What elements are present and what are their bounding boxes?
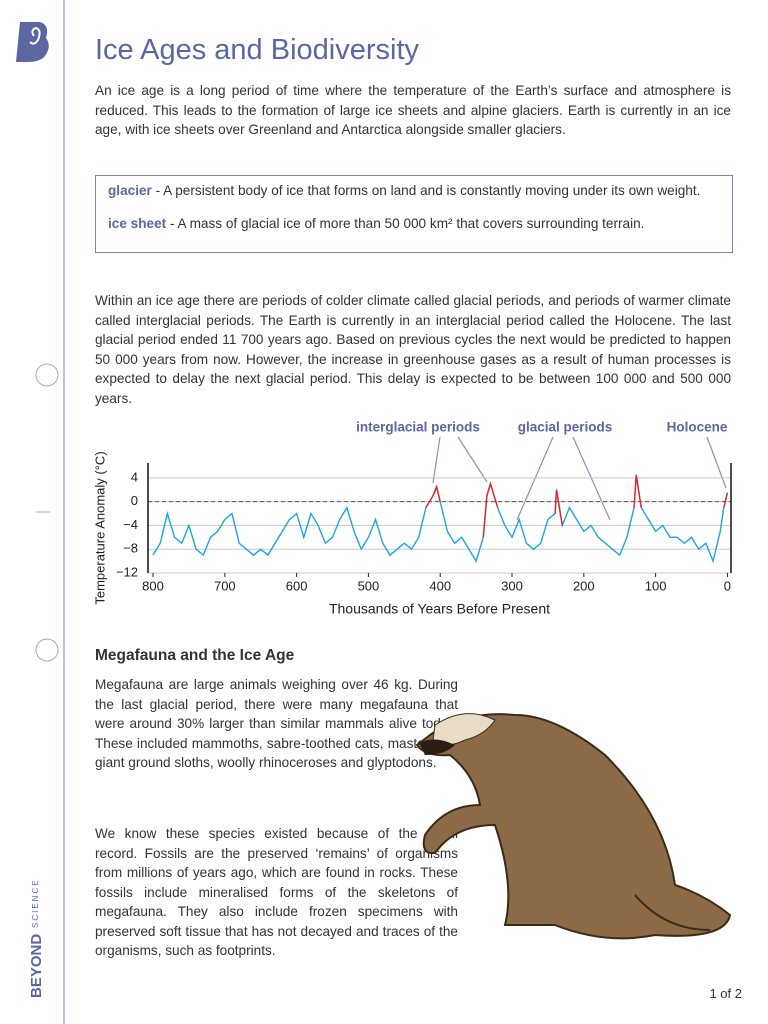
brand-name: BEYOND (28, 934, 45, 998)
x-tick-label: 700 (214, 578, 236, 593)
highlight-segment (633, 474, 642, 508)
highlight-segment (482, 483, 492, 538)
section-heading: Megafauna and the Ice Age (95, 647, 295, 664)
brand: BEYOND SCIENCE (28, 878, 45, 998)
page-number: 1 of 2 (709, 986, 742, 1001)
x-axis-label: Thousands of Years Before Present (329, 601, 550, 617)
x-tick-label: 400 (429, 578, 451, 593)
definitions-box: glacier - A persistent body of ice that … (95, 175, 733, 253)
y-tick-label: 0 (131, 493, 138, 508)
intro: An ice age is a long period of time wher… (95, 83, 731, 137)
x-tick-label: 100 (645, 578, 667, 593)
highlight-segment (432, 484, 441, 502)
definition: ice sheet - A mass of glacial ice of mor… (108, 214, 720, 234)
chart: 4 0 −4 −8 −12 800 700 600 500 400 300 200 100 0 Thousa… (92, 420, 732, 617)
highlight-segment (723, 492, 729, 508)
x-tick-label: 800 (142, 578, 164, 593)
paragraph: We know these species existed because of… (95, 826, 458, 958)
x-tick-label: 600 (286, 578, 308, 593)
annotation: Holocene (667, 420, 728, 435)
brand-sub: SCIENCE (31, 878, 40, 928)
highlight-segment (486, 481, 499, 508)
term: glacier (108, 183, 152, 198)
x-tick-label: 500 (358, 578, 380, 593)
annotation: glacial periods (518, 420, 613, 435)
x-tick-label: 0 (724, 578, 731, 593)
term: ice sheet (108, 215, 167, 231)
paragraph: Megafauna are large animals weighing ove… (95, 677, 458, 770)
x-tick-label: 200 (573, 578, 595, 593)
y-tick-label: 4 (131, 469, 138, 484)
sloth-illustration (415, 713, 732, 940)
definition-text: - A mass of glacial ice of more than 50 … (166, 215, 645, 231)
line-series (152, 474, 729, 564)
title: Ice Ages and Biodiversity (95, 34, 420, 66)
y-tick-label: −12 (116, 564, 138, 579)
annotation: interglacial periods (356, 420, 480, 435)
paragraph: Within an ice age there are periods of c… (95, 293, 731, 406)
y-axis-label: Temperature Anomaly (°C) (92, 451, 107, 604)
definition-text: - A persistent body of ice that forms on… (151, 183, 701, 198)
y-tick-label: −4 (123, 517, 138, 532)
x-tick-label: 300 (501, 578, 523, 593)
highlight-segment (554, 489, 563, 526)
definition: glacier - A persistent body of ice that … (108, 181, 720, 201)
y-tick-label: −8 (123, 541, 138, 556)
